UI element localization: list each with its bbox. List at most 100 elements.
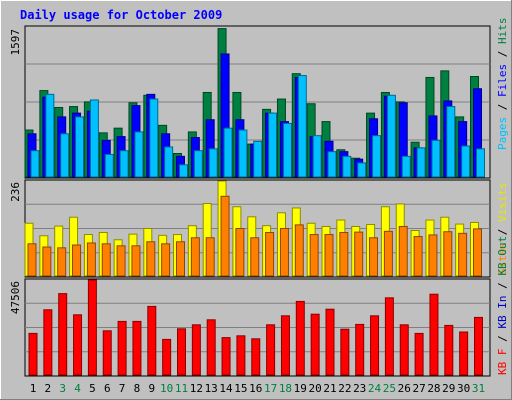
bar-sites-day-9	[146, 241, 156, 277]
bar-kbytes-day-20	[310, 313, 320, 376]
legend-kbytes: KB F / KB In / KB Out	[496, 236, 509, 375]
bar-pages-day-11	[179, 164, 188, 178]
bar-sites-day-4	[72, 244, 82, 277]
bar-pages-day-12	[193, 150, 203, 178]
bar-kbytes-day-10	[162, 338, 172, 376]
legend-visits-sites: Sites / Visits	[496, 182, 509, 275]
bar-kbytes-day-14	[221, 337, 231, 376]
legend-kb-out: KB Out	[496, 236, 509, 276]
bar-sites-day-3	[57, 247, 67, 277]
bar-sites-day-13	[205, 237, 215, 277]
x-axis-labels: 1 2 3 4 5 6 7 8 9 10 11 12 13 14 15 16 17 18 19 20 21 22 23 24 2…	[30, 382, 485, 395]
bar-pages-day-5	[89, 99, 99, 178]
hits-ymax-label: 1597	[9, 29, 22, 56]
x-tick-label-day-22: 22	[338, 382, 351, 395]
bar-sites-day-5	[86, 242, 96, 277]
x-tick-label-day-11: 11	[175, 382, 188, 395]
x-tick-label-day-1: 1	[30, 382, 37, 395]
legend-visits: Visits	[496, 182, 509, 222]
bar-pages-day-2	[45, 93, 55, 178]
legend-sites: Sites	[496, 242, 509, 275]
bar-pages-day-22	[342, 155, 352, 178]
legend-hits-files-pages: Pages / Files / Hits	[496, 18, 509, 151]
bar-sites-day-14	[220, 195, 230, 277]
bar-pages-day-30	[461, 145, 471, 178]
bar-pages-day-8	[134, 131, 144, 178]
visits-sites-panel	[24, 179, 491, 278]
bar-sites-day-19	[294, 224, 304, 277]
bar-pages-day-31	[476, 148, 485, 178]
bar-kbytes-day-31	[474, 316, 483, 376]
x-tick-label-day-18: 18	[279, 382, 292, 395]
bar-sites-day-15	[235, 228, 245, 277]
hits-files-pages-panel	[24, 25, 491, 179]
x-tick-label-day-31: 31	[472, 382, 485, 395]
bar-pages-day-27	[416, 147, 426, 178]
bar-sites-day-22	[339, 232, 349, 277]
visits-ymax-label: 236	[9, 182, 22, 202]
legend-hits: Hits	[496, 18, 509, 45]
x-tick-label-day-9: 9	[148, 382, 155, 395]
bar-sites-day-31	[473, 228, 482, 277]
x-tick-label-day-7: 7	[119, 382, 126, 395]
x-tick-label-day-2: 2	[45, 382, 52, 395]
x-tick-label-day-30: 30	[457, 382, 470, 395]
bar-kbytes-day-21	[325, 308, 335, 376]
bar-kbytes-day-6	[102, 330, 112, 376]
bar-kbytes-day-29	[444, 324, 454, 376]
bar-sites-day-26	[398, 225, 408, 277]
x-tick-label-day-12: 12	[190, 382, 203, 395]
bar-kbytes-day-17	[266, 324, 276, 376]
bar-pages-day-13	[208, 148, 218, 178]
legend-kb-in: KB In	[496, 296, 509, 329]
x-tick-label-day-5: 5	[89, 382, 96, 395]
bar-kbytes-day-28	[429, 293, 439, 376]
bar-sites-day-24	[369, 237, 379, 277]
kbytes-panel	[24, 278, 491, 377]
x-tick-label-day-27: 27	[412, 382, 425, 395]
bar-pages-day-21	[327, 151, 337, 178]
chart-title: Daily usage for October 2009	[20, 8, 222, 22]
bar-kbytes-day-11	[177, 328, 186, 376]
x-tick-label-day-3: 3	[59, 382, 66, 395]
bar-pages-day-23	[357, 162, 367, 178]
bar-kbytes-day-15	[236, 335, 246, 376]
x-tick-label-day-13: 13	[205, 382, 218, 395]
bar-sites-day-28	[428, 234, 438, 277]
bar-kbytes-day-9	[147, 305, 157, 376]
x-tick-label-day-23: 23	[353, 382, 366, 395]
bar-kbytes-day-5	[87, 279, 97, 376]
bar-kbytes-day-4	[73, 314, 83, 376]
bar-sites-day-30	[458, 232, 468, 277]
bar-kbytes-day-23	[355, 323, 365, 376]
x-tick-label-day-20: 20	[309, 382, 322, 395]
bar-sites-day-10	[161, 243, 171, 277]
x-tick-label-day-10: 10	[160, 382, 173, 395]
bar-sites-day-2	[42, 246, 52, 277]
bar-kbytes-day-25	[384, 297, 394, 376]
bar-sites-day-29	[443, 231, 453, 277]
x-tick-label-day-26: 26	[398, 382, 411, 395]
x-tick-label-day-15: 15	[234, 382, 247, 395]
bar-sites-day-21	[324, 234, 334, 277]
bar-kbytes-day-7	[117, 320, 127, 376]
x-tick-label-day-25: 25	[383, 382, 396, 395]
bar-kbytes-day-30	[459, 331, 469, 376]
bar-sites-day-17	[265, 232, 275, 277]
bar-kbytes-day-2	[43, 309, 53, 376]
bar-pages-day-26	[401, 155, 411, 178]
x-tick-label-day-8: 8	[134, 382, 141, 395]
bar-pages-day-25	[386, 94, 396, 178]
kbytes-ymax-label: 47506	[9, 281, 22, 314]
bar-pages-day-15	[238, 129, 248, 178]
bar-pages-day-16	[253, 140, 263, 178]
legend-kb-f: KB F	[496, 349, 509, 376]
bar-kbytes-day-18	[280, 315, 290, 376]
x-tick-label-day-24: 24	[368, 382, 382, 395]
bar-sites-day-16	[250, 237, 260, 277]
bar-sites-day-6	[101, 243, 111, 277]
bar-kbytes-day-22	[340, 328, 350, 376]
x-tick-label-day-17: 17	[264, 382, 277, 395]
x-tick-label-day-16: 16	[249, 382, 262, 395]
